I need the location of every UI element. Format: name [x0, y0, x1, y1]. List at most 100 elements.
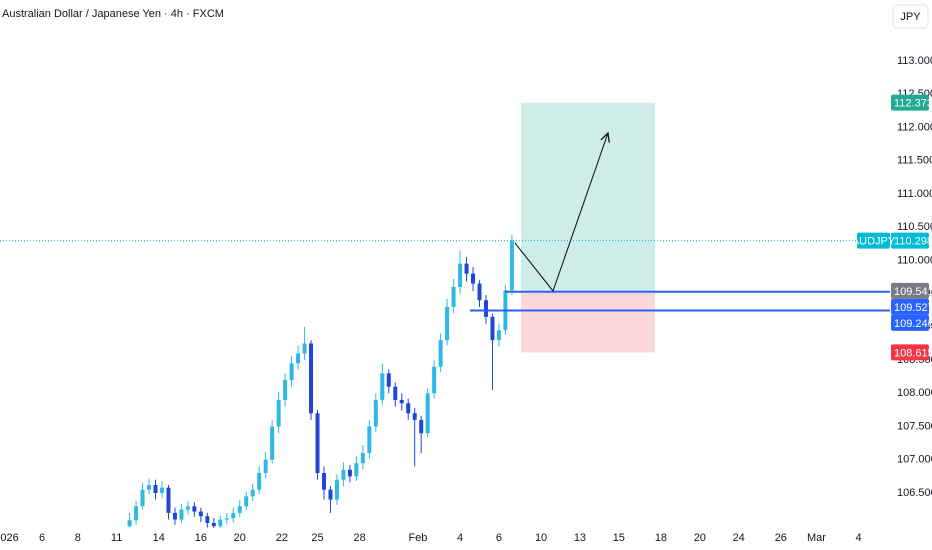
- candle-body: [477, 283, 482, 301]
- price-tag-label: 112.373: [894, 98, 932, 110]
- candle-body: [224, 518, 229, 520]
- loss-zone: [521, 290, 655, 353]
- candle-body: [490, 316, 495, 341]
- candle-body: [302, 343, 307, 354]
- x-tick-label: 15: [613, 532, 625, 544]
- candle-body: [250, 489, 255, 497]
- candle-body: [218, 519, 223, 527]
- y-tick-label: 106.500: [897, 487, 932, 499]
- candle-body: [283, 380, 288, 400]
- candle-body: [179, 509, 184, 520]
- x-tick-label: 2026: [0, 532, 19, 544]
- candle-body: [373, 399, 378, 427]
- candle-body: [140, 489, 145, 507]
- candle-body: [309, 343, 314, 414]
- axes: 113.000112.500112.000111.500111.000110.5…: [0, 55, 932, 544]
- candle-body: [147, 485, 152, 490]
- drawing: [514, 133, 608, 293]
- x-tick-label: 6: [496, 532, 502, 544]
- candle-body: [458, 263, 463, 287]
- x-tick-label: 16: [195, 532, 207, 544]
- candle-body: [496, 330, 501, 341]
- chart-title: Australian Dollar / Japanese Yen · 4h · …: [2, 8, 224, 20]
- x-tick-label: 28: [354, 532, 366, 544]
- candle-body: [438, 340, 443, 367]
- y-tick-label: 110.000: [897, 254, 932, 266]
- price-tag: [891, 298, 929, 315]
- candle-body: [276, 399, 281, 427]
- candle-body: [289, 363, 294, 381]
- x-tick-label: 8: [75, 532, 81, 544]
- y-tick-label: 112.000: [897, 121, 932, 133]
- x-tick-label: 4: [457, 532, 463, 544]
- currency-label[interactable]: JPY: [900, 11, 921, 23]
- y-tick-label: 113.000: [897, 55, 932, 67]
- x-tick-label: 20: [694, 532, 706, 544]
- x-tick-label: 10: [535, 532, 547, 544]
- candle-body: [425, 393, 430, 434]
- x-tick-label: Feb: [408, 532, 427, 544]
- x-tick-label: 25: [311, 532, 323, 544]
- projection-arrow: [514, 133, 608, 293]
- candle-body: [321, 473, 326, 490]
- y-tick-label: 107.500: [897, 420, 932, 432]
- y-tick-label: 111.500: [897, 155, 932, 167]
- candle-body: [471, 273, 476, 284]
- candle-body: [380, 373, 385, 400]
- price-tag: [891, 232, 929, 249]
- candle-body: [185, 506, 190, 510]
- symbol-tag: [857, 232, 890, 249]
- candle-body: [328, 489, 333, 500]
- currency-button[interactable]: [892, 4, 929, 29]
- candle-body: [127, 520, 132, 527]
- candle-body: [263, 459, 268, 474]
- candle-body: [445, 306, 450, 341]
- price-tag: [891, 282, 929, 299]
- x-tick-label: 20: [234, 532, 246, 544]
- price-tag-label: 109.527: [894, 302, 932, 314]
- candle-body: [244, 496, 249, 507]
- candle-body: [341, 469, 346, 480]
- x-tick-label: 18: [655, 532, 667, 544]
- candle-body: [315, 413, 320, 474]
- symbol-tag-label: AUDJPY: [852, 235, 896, 247]
- candle-body: [237, 506, 242, 513]
- candle-body: [159, 487, 164, 493]
- candle-body: [354, 463, 359, 477]
- candle-body: [231, 512, 236, 519]
- x-tick-label: 11: [111, 532, 122, 544]
- candle-body: [166, 487, 171, 513]
- x-tick-label: 26: [775, 532, 787, 544]
- y-tick-label: 111.000: [897, 188, 932, 200]
- candle-body: [205, 516, 210, 523]
- x-tick-label: 13: [574, 532, 586, 544]
- candle-body: [386, 373, 391, 387]
- x-tick-label: 6: [39, 532, 45, 544]
- candle-body: [192, 506, 197, 512]
- candle-body: [509, 240, 514, 291]
- x-tick-label: 4: [856, 532, 862, 544]
- candle-body: [334, 479, 339, 500]
- candle-body: [483, 300, 488, 317]
- candle-body: [399, 399, 404, 404]
- candle-body: [406, 403, 411, 414]
- y-tick-label: 108.000: [897, 387, 932, 399]
- candle-body: [393, 386, 398, 400]
- candle-body: [172, 512, 177, 520]
- candle-body: [198, 511, 203, 517]
- price-tag-label: 108.615: [894, 347, 932, 359]
- candle-body: [412, 413, 417, 420]
- price-tag: [891, 94, 929, 111]
- candle-body: [360, 453, 365, 464]
- price-tag-label: 109.541: [894, 286, 932, 298]
- candle-body: [134, 506, 139, 521]
- candle-body: [257, 473, 262, 490]
- plot-area: [0, 102, 890, 528]
- x-tick-label: 24: [733, 532, 745, 544]
- candle-body: [464, 263, 469, 274]
- candle-body: [270, 426, 275, 460]
- price-tag-label: 110.298: [894, 235, 932, 247]
